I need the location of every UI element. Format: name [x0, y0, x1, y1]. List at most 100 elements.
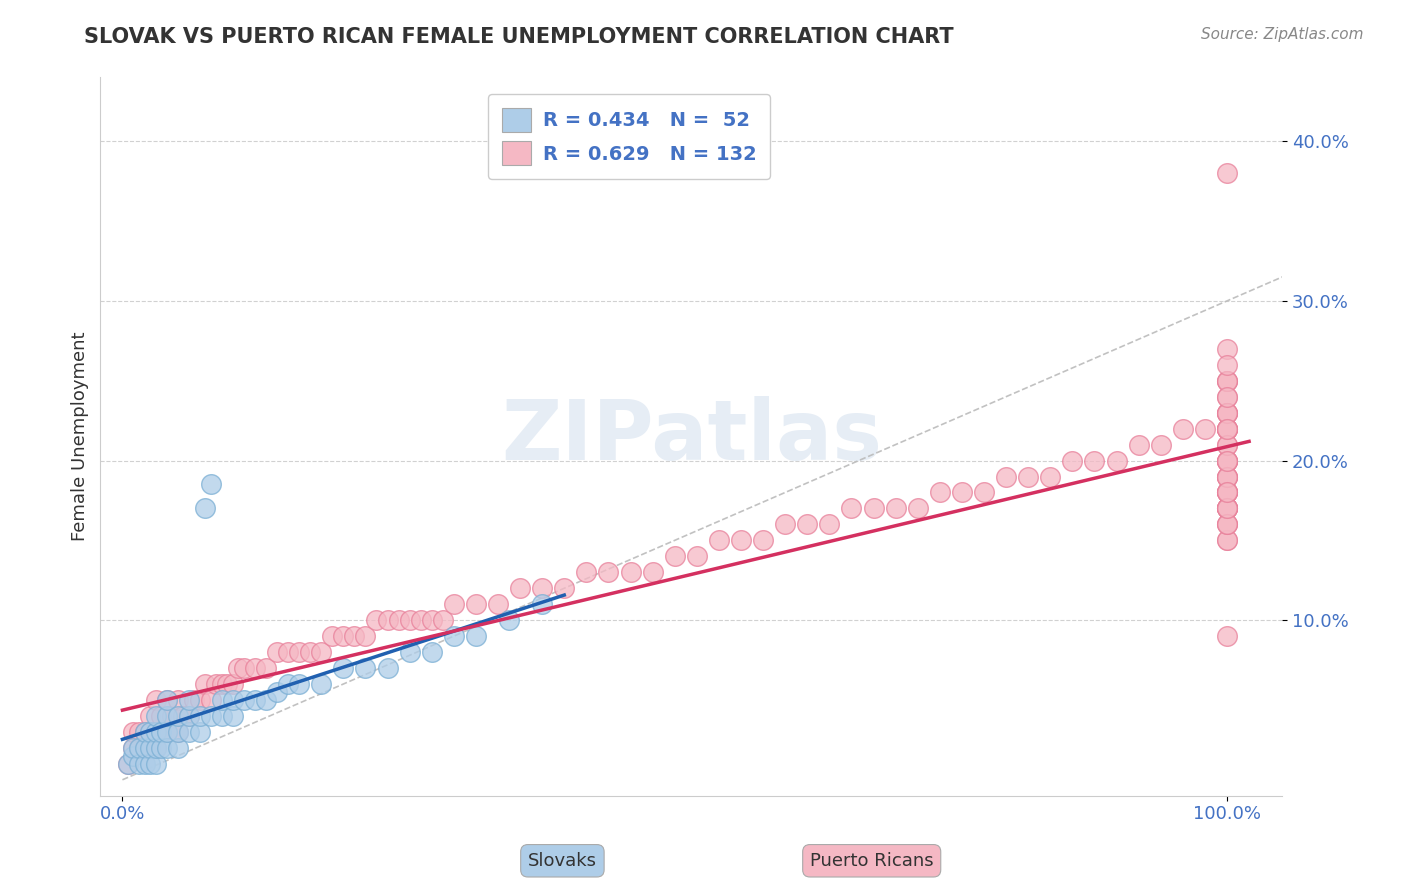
Point: [117, 756, 139, 771]
Point: [332, 629, 354, 643]
Point: [1216, 469, 1239, 483]
Point: [166, 725, 188, 739]
Point: [928, 485, 950, 500]
Point: [664, 549, 686, 564]
Point: [188, 709, 211, 723]
Point: [1216, 406, 1239, 420]
Point: [205, 677, 228, 691]
Point: [145, 725, 167, 739]
Point: [211, 677, 233, 691]
Point: [139, 740, 162, 755]
Point: [1216, 485, 1239, 500]
Point: [177, 709, 200, 723]
Point: [1216, 422, 1239, 436]
Point: [188, 693, 211, 707]
Point: [1216, 501, 1239, 516]
Point: [1216, 374, 1239, 388]
Point: [1216, 422, 1239, 436]
Point: [172, 709, 194, 723]
Point: [122, 748, 145, 763]
Point: [432, 613, 454, 627]
Point: [1216, 517, 1239, 532]
Point: [950, 485, 973, 500]
Point: [841, 501, 863, 516]
Point: [122, 740, 145, 755]
Point: [1216, 533, 1239, 548]
Point: [796, 517, 818, 532]
Point: [139, 756, 162, 771]
Point: [1216, 422, 1239, 436]
Point: [122, 725, 145, 739]
Point: [166, 725, 188, 739]
Point: [1216, 422, 1239, 436]
Point: [1216, 485, 1239, 500]
Point: [1083, 453, 1105, 467]
Point: [128, 740, 150, 755]
Point: [1216, 517, 1239, 532]
Point: [1216, 422, 1239, 436]
Point: [1216, 453, 1239, 467]
Point: [145, 740, 167, 755]
Point: [1216, 406, 1239, 420]
Text: Puerto Ricans: Puerto Ricans: [810, 852, 934, 870]
Point: [222, 693, 245, 707]
Point: [150, 740, 173, 755]
Point: [134, 725, 156, 739]
Point: [498, 613, 520, 627]
Point: [1039, 469, 1062, 483]
Point: [1128, 437, 1150, 451]
Text: ZIPatlas: ZIPatlas: [501, 396, 882, 477]
Point: [222, 677, 245, 691]
Point: [464, 629, 486, 643]
Point: [177, 693, 200, 707]
Point: [117, 756, 139, 771]
Point: [177, 725, 200, 739]
Point: [277, 677, 299, 691]
Point: [420, 613, 443, 627]
Point: [1216, 485, 1239, 500]
Point: [1216, 374, 1239, 388]
Point: [486, 597, 509, 611]
Point: [1216, 358, 1239, 372]
Point: [1216, 166, 1239, 180]
Point: [1216, 501, 1239, 516]
Point: [398, 613, 420, 627]
Point: [1150, 437, 1173, 451]
Point: [183, 693, 205, 707]
Point: [387, 613, 409, 627]
Point: [160, 709, 183, 723]
Point: [443, 597, 465, 611]
Point: [134, 740, 156, 755]
Point: [211, 709, 233, 723]
Point: [254, 693, 277, 707]
Point: [1216, 437, 1239, 451]
Point: [1216, 469, 1239, 483]
Point: [641, 566, 664, 580]
Point: [277, 645, 299, 659]
Point: [122, 740, 145, 755]
Point: [332, 661, 354, 675]
Point: [598, 566, 620, 580]
Point: [266, 645, 288, 659]
Point: [1216, 374, 1239, 388]
Point: [354, 661, 377, 675]
Point: [464, 597, 486, 611]
Point: [145, 709, 167, 723]
Point: [752, 533, 775, 548]
Point: [1194, 422, 1216, 436]
Point: [156, 693, 179, 707]
Point: [907, 501, 929, 516]
Point: [366, 613, 388, 627]
Point: [707, 533, 730, 548]
Point: [531, 581, 554, 595]
Point: [1216, 485, 1239, 500]
Point: [128, 756, 150, 771]
Point: [973, 485, 995, 500]
Y-axis label: Female Unemployment: Female Unemployment: [72, 332, 89, 541]
Point: [1105, 453, 1128, 467]
Point: [156, 693, 179, 707]
Point: [288, 645, 311, 659]
Point: [139, 709, 162, 723]
Point: [200, 693, 222, 707]
Point: [134, 725, 156, 739]
